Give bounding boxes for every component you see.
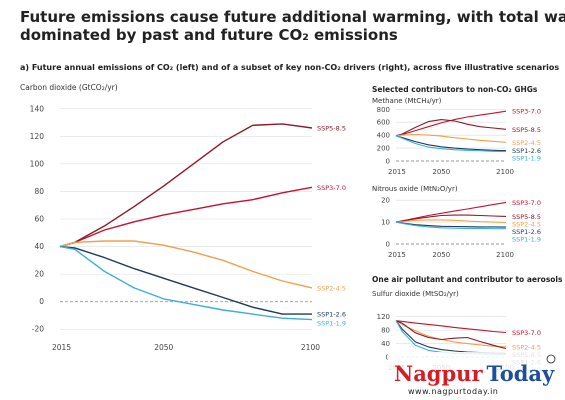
methane-label-ssp3-7-0: SSP3-7.0 bbox=[512, 108, 541, 116]
co2-chart: Carbon dioxide (GtCO₂/yr) -20 0 20 40 60 80 100… bbox=[20, 83, 346, 352]
co2-series-ssp2-4-5 bbox=[59, 240, 313, 289]
n2o-xtick: 2100 bbox=[496, 251, 514, 259]
n2o-xtick: 2015 bbox=[388, 251, 406, 259]
n2o-ytick: 0 bbox=[386, 241, 390, 249]
co2-label-ssp2-4-5: SSP2-4.5 bbox=[317, 284, 346, 292]
title-line-2: dominated by past and future CO₂ emissio… bbox=[20, 26, 398, 44]
methane-label-ssp1-1-9: SSP1-1.9 bbox=[512, 155, 541, 163]
n2o-xtick: 2050 bbox=[432, 251, 450, 259]
so2-series-ssp1-1-9 bbox=[395, 320, 506, 355]
so2-ytick: 120 bbox=[377, 313, 390, 321]
so2-label-ssp2-4-5: SSP2-4.5 bbox=[512, 343, 541, 351]
nagpur-today-logo: Nagpur Today www.nagpurtoday.in bbox=[388, 352, 558, 398]
methane-chart: Methane (MtCH₄/yr) 0 200 400 600 800 2015 2050 2… bbox=[372, 97, 541, 176]
co2-ylabel: Carbon dioxide (GtCO₂/yr) bbox=[20, 83, 118, 92]
co2-ytick: 100 bbox=[30, 159, 45, 168]
methane-xtick: 2050 bbox=[432, 168, 450, 176]
methane-xtick: 2015 bbox=[388, 168, 406, 176]
methane-ytick: 200 bbox=[377, 145, 390, 153]
methane-ytick: 400 bbox=[377, 132, 390, 140]
n2o-ylabel: Nitrous oxide (MtN₂O/yr) bbox=[372, 185, 458, 193]
co2-ytick: -20 bbox=[32, 325, 44, 334]
co2-series-ssp1-2-6 bbox=[59, 245, 312, 315]
subtitle: a) Future annual emissions of CO₂ (left)… bbox=[20, 63, 559, 72]
co2-series-ssp3-7-0 bbox=[59, 186, 313, 248]
n2o-series-ssp1-2-6 bbox=[395, 221, 507, 228]
co2-ytick: 0 bbox=[39, 297, 44, 306]
co2-ytick: 120 bbox=[30, 132, 45, 141]
methane-series-ssp3-7-0 bbox=[395, 110, 507, 137]
logo-word-nagpur: Nagpur bbox=[394, 361, 483, 386]
so2-ylabel: Sulfur dioxide (MtSO₂/yr) bbox=[372, 290, 459, 298]
right-header: Selected contributors to non-CO₂ GHGs bbox=[372, 85, 538, 94]
methane-ylabel: Methane (MtCH₄/yr) bbox=[372, 97, 442, 105]
co2-label-ssp5-8-5: SSP5-8.5 bbox=[317, 125, 346, 133]
co2-xtick: 2015 bbox=[52, 343, 71, 352]
so2-series-ssp5-8-5 bbox=[395, 320, 507, 350]
co2-label-ssp1-2-6: SSP1-2.6 bbox=[317, 311, 346, 319]
aerosol-header: One air pollutant and contributor to aer… bbox=[372, 275, 563, 284]
methane-series-ssp1-2-6 bbox=[395, 135, 507, 152]
so2-ytick: 80 bbox=[381, 327, 390, 335]
title-line-1: Future emissions cause future additional… bbox=[20, 8, 565, 26]
so2-ytick: 0 bbox=[386, 354, 390, 362]
so2-ytick: 40 bbox=[381, 340, 390, 348]
logo-url: www.nagpurtoday.in bbox=[408, 387, 498, 396]
n2o-ytick: 20 bbox=[381, 197, 390, 205]
co2-ytick: 80 bbox=[34, 187, 44, 196]
co2-series-ssp5-8-5 bbox=[59, 123, 313, 248]
methane-ytick: 800 bbox=[377, 106, 390, 114]
n2o-label-ssp1-2-6: SSP1-2.6 bbox=[512, 228, 541, 236]
n2o-label-ssp1-1-9: SSP1-1.9 bbox=[512, 235, 541, 243]
methane-series-ssp2-4-5 bbox=[395, 133, 507, 143]
methane-series-ssp5-8-5 bbox=[395, 119, 507, 137]
methane-label-ssp1-2-6: SSP1-2.6 bbox=[512, 147, 541, 155]
so2-label-ssp3-7-0: SSP3-7.0 bbox=[512, 329, 541, 337]
co2-label-ssp3-7-0: SSP3-7.0 bbox=[317, 184, 346, 192]
n2o-chart: Nitrous oxide (MtN₂O/yr) 0 10 20 2015 2050 210… bbox=[372, 185, 541, 259]
co2-ytick: 60 bbox=[34, 215, 44, 224]
n2o-label-ssp5-8-5: SSP5-8.5 bbox=[512, 213, 541, 221]
co2-ytick: 140 bbox=[30, 104, 45, 113]
n2o-series-ssp1-1-9 bbox=[395, 221, 506, 230]
methane-series-ssp1-1-9 bbox=[395, 135, 507, 153]
co2-ytick: 40 bbox=[34, 242, 44, 251]
co2-xtick: 2100 bbox=[301, 343, 320, 352]
methane-ytick: 600 bbox=[377, 119, 390, 127]
co2-label-ssp1-1-9: SSP1-1.9 bbox=[317, 320, 346, 328]
co2-ytick: 20 bbox=[34, 270, 44, 279]
methane-ytick: 0 bbox=[386, 158, 390, 166]
n2o-label-ssp2-4-5: SSP2-4.5 bbox=[512, 220, 541, 228]
registered-mark-icon bbox=[546, 354, 556, 364]
logo-brand: Nagpur Today bbox=[394, 361, 555, 386]
n2o-ytick: 10 bbox=[381, 219, 390, 227]
n2o-label-ssp3-7-0: SSP3-7.0 bbox=[512, 199, 541, 207]
co2-series-ssp1-1-9 bbox=[59, 245, 313, 321]
methane-label-ssp2-4-5: SSP2-4.5 bbox=[512, 139, 541, 147]
logo-word-today: Today bbox=[487, 361, 556, 386]
methane-xtick: 2100 bbox=[496, 168, 514, 176]
n2o-series-ssp2-4-5 bbox=[395, 219, 507, 224]
co2-xtick: 2050 bbox=[154, 343, 173, 352]
so2-series-ssp1-2-6 bbox=[395, 320, 507, 354]
so2-series-ssp3-7-0 bbox=[395, 320, 507, 334]
methane-label-ssp5-8-5: SSP5-8.5 bbox=[512, 126, 541, 134]
n2o-series-ssp5-8-5 bbox=[395, 214, 507, 223]
